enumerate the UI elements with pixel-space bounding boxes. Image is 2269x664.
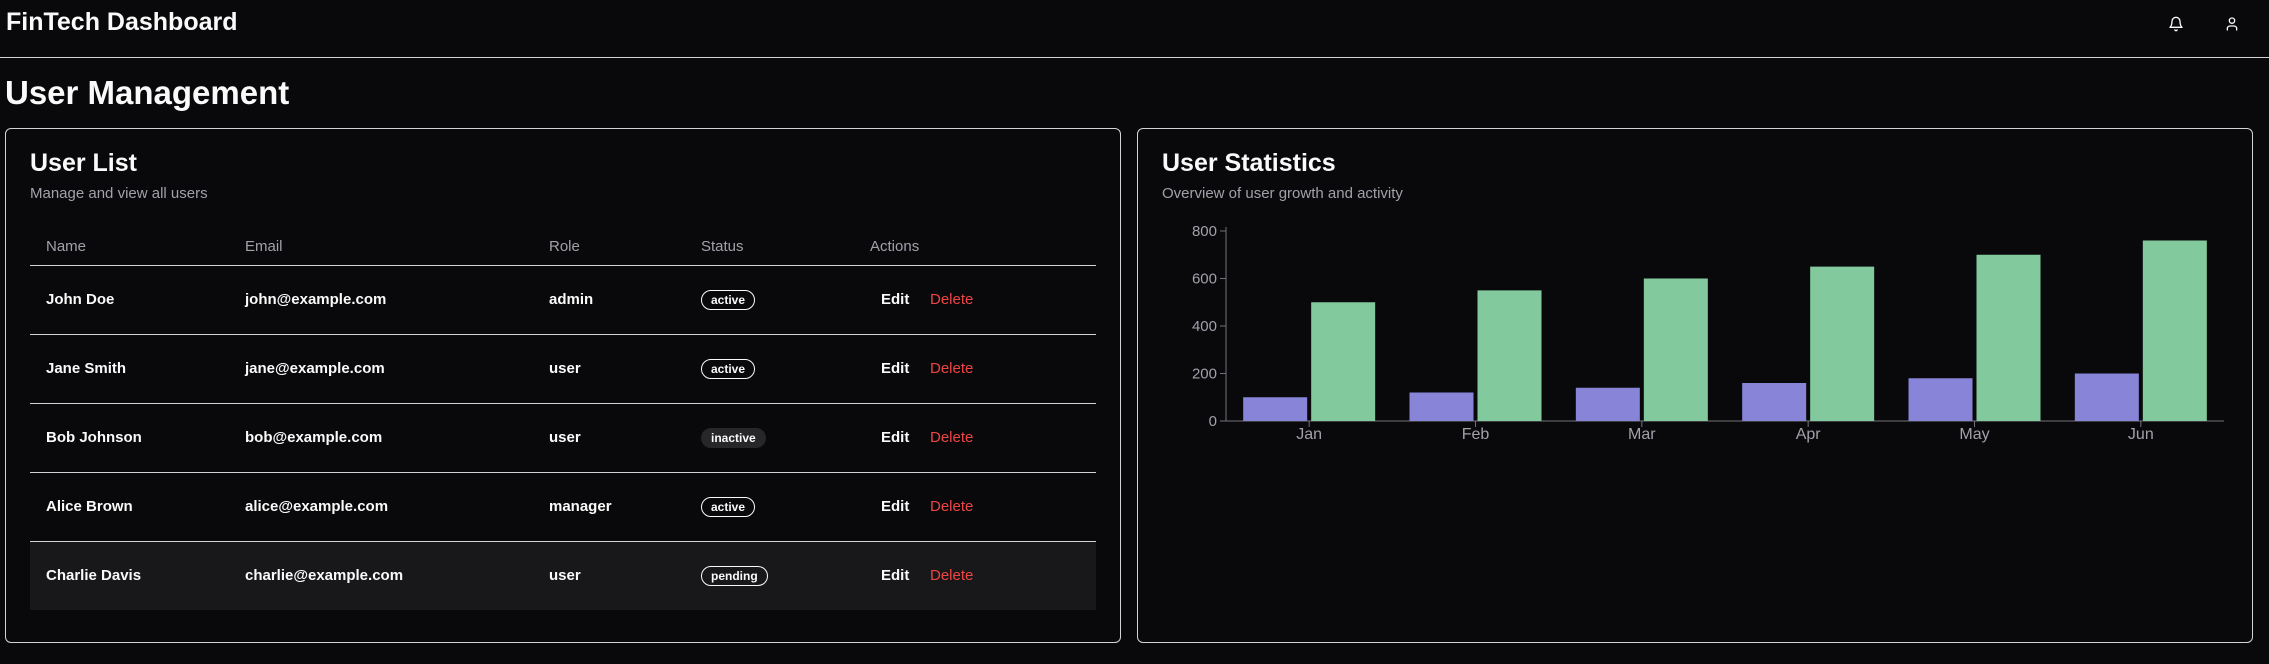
table-row: Jane Smith jane@example.com user active … xyxy=(30,335,1096,404)
user-statistics-subtitle: Overview of user growth and activity xyxy=(1162,185,1403,202)
user-email: jane@example.com xyxy=(245,360,385,377)
delete-button[interactable]: Delete xyxy=(930,291,974,308)
bar-series-2-apr xyxy=(1810,266,1875,421)
column-header-name[interactable]: Name xyxy=(46,238,87,255)
bar-series-1-jan xyxy=(1243,397,1308,421)
bar-series-2-mar xyxy=(1643,278,1708,421)
user-name: Charlie Davis xyxy=(46,567,142,584)
user-name: John Doe xyxy=(46,291,115,308)
x-tick-label: Jan xyxy=(1296,426,1322,443)
status-badge: inactive xyxy=(701,428,766,448)
user-icon[interactable] xyxy=(2218,10,2246,38)
user-table: Name Email Role Status Actions John Doe … xyxy=(30,225,1096,610)
user-name: Jane Smith xyxy=(46,360,127,377)
table-row: John Doe john@example.com admin active E… xyxy=(30,266,1096,335)
user-list-card: User List Manage and view all users Name… xyxy=(5,128,1121,643)
bar-series-1-apr xyxy=(1742,383,1807,421)
bar-series-2-jun xyxy=(2142,240,2207,421)
user-statistics-chart: 0 200 400 600 800 Jan Feb Mar Apr May Jun xyxy=(1192,223,2224,443)
bar-series-2-may xyxy=(1976,254,2041,421)
user-email: charlie@example.com xyxy=(245,567,404,584)
status-badge: active xyxy=(701,359,756,379)
user-email: bob@example.com xyxy=(245,429,383,446)
user-list-subtitle: Manage and view all users xyxy=(30,185,208,202)
app-title: FinTech Dashboard xyxy=(6,8,238,36)
x-tick-label: Jun xyxy=(2128,426,2154,443)
edit-button[interactable]: Edit xyxy=(881,360,910,377)
bar-series-1-feb xyxy=(1409,392,1474,421)
page-title: User Management xyxy=(5,74,290,111)
user-role: admin xyxy=(549,291,594,308)
user-statistics-title: User Statistics xyxy=(1162,149,1336,177)
status-badge: pending xyxy=(701,566,768,586)
x-tick-label: Mar xyxy=(1628,426,1656,443)
delete-button[interactable]: Delete xyxy=(930,429,974,446)
column-header-role[interactable]: Role xyxy=(549,238,580,255)
table-header: Name Email Role Status Actions xyxy=(30,225,1096,266)
delete-button[interactable]: Delete xyxy=(930,360,974,377)
y-tick-label: 0 xyxy=(1209,413,1217,430)
bar-series-2-feb xyxy=(1477,290,1542,421)
user-email: john@example.com xyxy=(245,291,387,308)
bar-series-1-jun xyxy=(2074,373,2139,421)
bar-series-1-mar xyxy=(1575,387,1640,421)
user-statistics-card: User Statistics Overview of user growth … xyxy=(1137,128,2253,643)
status-badge: active xyxy=(701,497,756,517)
y-tick-label: 800 xyxy=(1192,223,1217,240)
status-badge: active xyxy=(701,290,756,310)
x-tick-label: Feb xyxy=(1462,426,1490,443)
user-name: Bob Johnson xyxy=(46,429,142,446)
top-bar: FinTech Dashboard xyxy=(0,0,2269,58)
table-row: Alice Brown alice@example.com manager ac… xyxy=(30,473,1096,542)
bell-icon[interactable] xyxy=(2162,10,2190,38)
user-list-title: User List xyxy=(30,149,137,177)
y-tick-label: 400 xyxy=(1192,318,1217,335)
x-tick-label: May xyxy=(1959,426,1989,443)
column-header-status[interactable]: Status xyxy=(701,238,744,255)
user-role: manager xyxy=(549,498,612,515)
bar-series-2-jan xyxy=(1311,302,1376,421)
user-name: Alice Brown xyxy=(46,498,133,515)
y-tick-label: 200 xyxy=(1192,366,1217,383)
table-row: Charlie Davis charlie@example.com user p… xyxy=(30,542,1096,610)
user-email: alice@example.com xyxy=(245,498,389,515)
y-tick-label: 600 xyxy=(1192,271,1217,288)
edit-button[interactable]: Edit xyxy=(881,291,910,308)
user-role: user xyxy=(549,567,581,584)
delete-button[interactable]: Delete xyxy=(930,498,974,515)
user-role: user xyxy=(549,360,581,377)
column-header-actions: Actions xyxy=(870,238,920,255)
column-header-email[interactable]: Email xyxy=(245,238,283,255)
x-tick-label: Apr xyxy=(1796,426,1822,443)
edit-button[interactable]: Edit xyxy=(881,498,910,515)
delete-button[interactable]: Delete xyxy=(930,567,974,584)
edit-button[interactable]: Edit xyxy=(881,429,910,446)
bar-series-1-may xyxy=(1908,378,1973,421)
table-row: Bob Johnson bob@example.com user inactiv… xyxy=(30,404,1096,473)
edit-button[interactable]: Edit xyxy=(881,567,910,584)
user-role: user xyxy=(549,429,581,446)
